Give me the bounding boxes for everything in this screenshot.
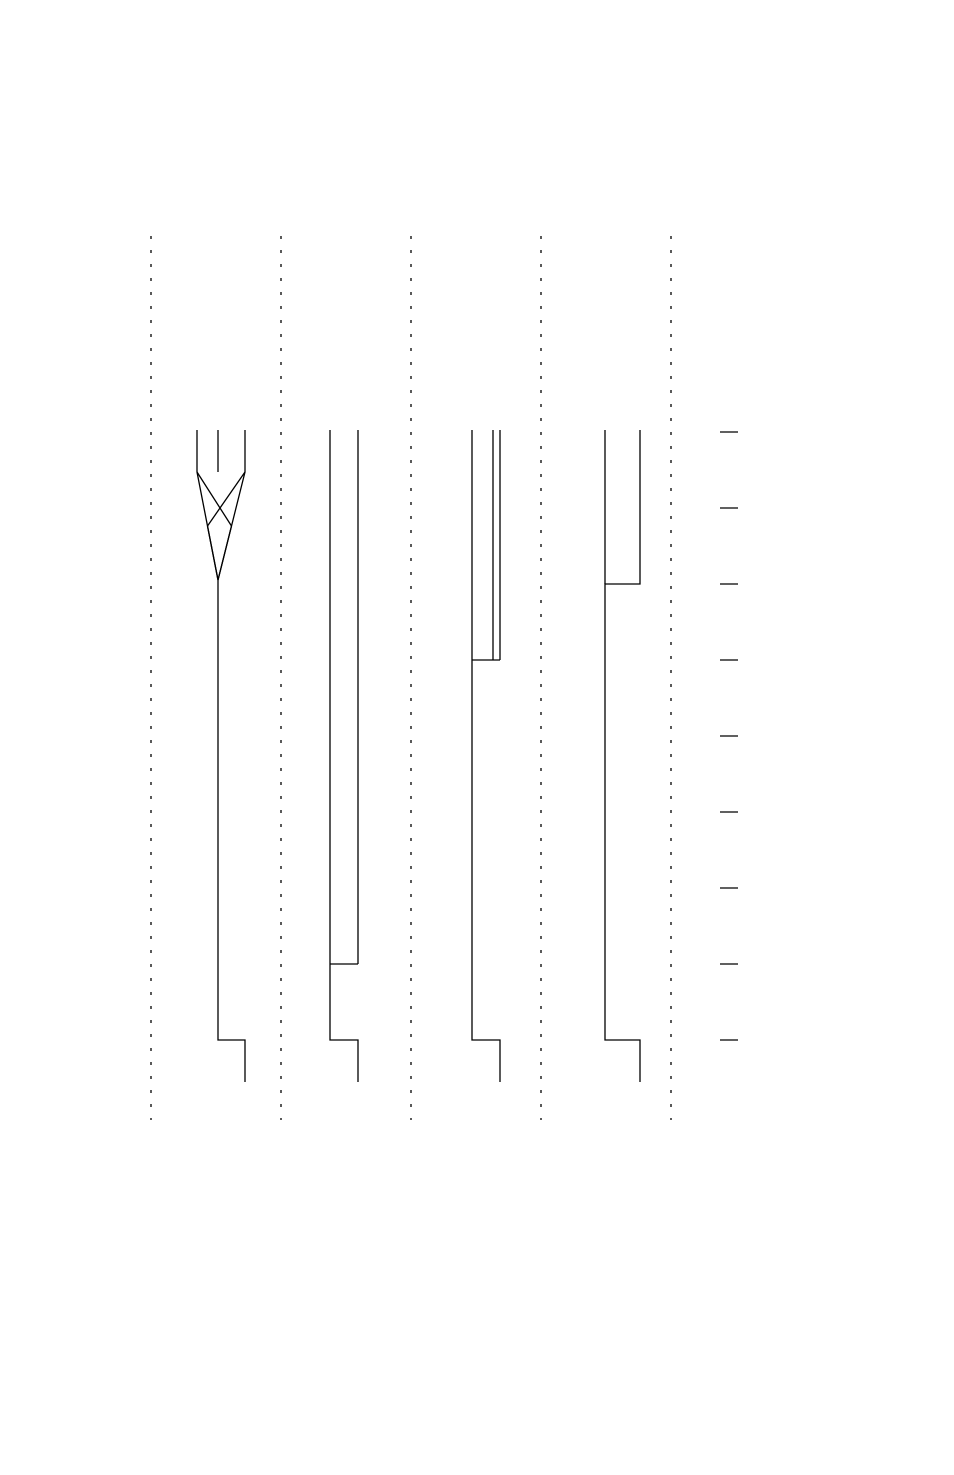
signal-4 — [605, 430, 640, 1082]
signal-1-bus-x1b — [208, 526, 219, 580]
timing-diagram — [0, 0, 954, 1475]
signal-1-left — [197, 430, 245, 1082]
signal-3-lower — [472, 660, 500, 1082]
signal-2-step — [330, 964, 358, 1082]
signal-1-bus-x1a — [218, 526, 232, 580]
